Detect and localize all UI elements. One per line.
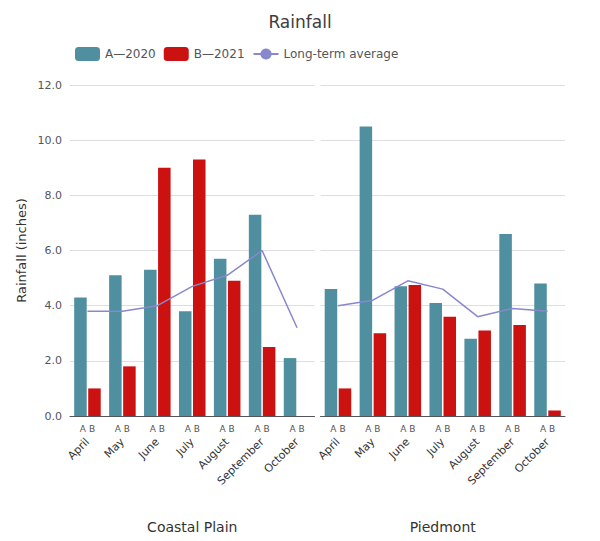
svg-text:August: August — [195, 435, 232, 472]
svg-text:July: July — [173, 435, 197, 459]
svg-text:July: July — [423, 435, 447, 459]
svg-text:A B: A B — [540, 424, 555, 434]
svg-text:12.0: 12.0 — [38, 79, 63, 92]
svg-text:September: September — [215, 435, 267, 487]
svg-text:Piedmont: Piedmont — [410, 519, 477, 535]
svg-text:A B: A B — [80, 424, 95, 434]
svg-text:4.0: 4.0 — [45, 299, 63, 312]
svg-text:May: May — [352, 435, 378, 461]
svg-text:10.0: 10.0 — [38, 134, 63, 147]
svg-text:2.0: 2.0 — [45, 354, 63, 367]
svg-text:April: April — [316, 435, 343, 462]
svg-text:Rainfall: Rainfall — [268, 12, 331, 32]
svg-text:A B: A B — [255, 424, 270, 434]
svg-text:September: September — [465, 435, 517, 487]
svg-text:A B: A B — [220, 424, 235, 434]
svg-text:A B: A B — [435, 424, 450, 434]
svg-text:May: May — [102, 435, 128, 461]
svg-text:Long-term average: Long-term average — [284, 47, 399, 61]
svg-text:A B: A B — [115, 424, 130, 434]
svg-text:June: June — [135, 435, 162, 462]
svg-text:October: October — [512, 435, 553, 476]
svg-text:April: April — [65, 435, 92, 462]
svg-text:8.0: 8.0 — [45, 189, 63, 202]
svg-text:August: August — [445, 435, 483, 472]
svg-text:A B: A B — [365, 424, 380, 434]
svg-text:6.0: 6.0 — [45, 244, 63, 257]
svg-text:Rainfall (inches): Rainfall (inches) — [14, 198, 29, 303]
svg-text:October: October — [261, 435, 302, 476]
svg-text:A B: A B — [330, 424, 345, 434]
svg-text:Coastal Plain: Coastal Plain — [147, 519, 237, 535]
svg-text:June: June — [386, 435, 413, 462]
svg-text:A B: A B — [400, 424, 415, 434]
svg-text:A B: A B — [505, 424, 520, 434]
svg-text:A—2020: A—2020 — [105, 47, 156, 61]
svg-text:A B: A B — [289, 424, 304, 434]
svg-text:0.0: 0.0 — [45, 410, 63, 423]
svg-text:A B: A B — [185, 424, 200, 434]
svg-text:A B: A B — [470, 424, 485, 434]
svg-text:B—2021: B—2021 — [194, 47, 245, 61]
svg-text:A B: A B — [150, 424, 165, 434]
